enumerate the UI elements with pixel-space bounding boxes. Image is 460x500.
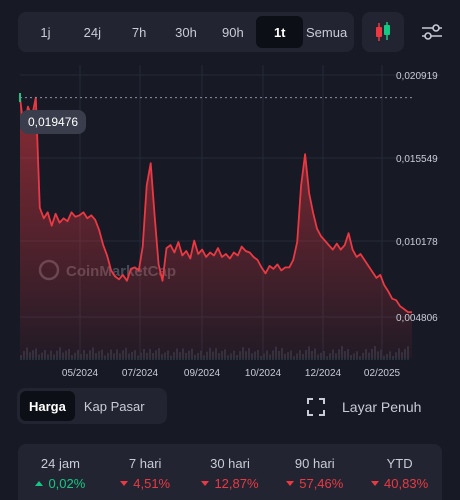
arrow-down-icon bbox=[201, 481, 210, 486]
range-7h-button[interactable]: 7h bbox=[131, 24, 147, 40]
range-semua-button[interactable]: Semua bbox=[305, 24, 348, 40]
range-24j-button[interactable]: 24j bbox=[83, 24, 101, 40]
y-tick-label: 0,010178 bbox=[396, 237, 438, 248]
y-tick-label: 0,004806 bbox=[396, 313, 438, 324]
range-1t-button[interactable]: 1t bbox=[256, 16, 304, 48]
x-tick-label: 02/2025 bbox=[364, 368, 401, 379]
stat-value-text: 57,46% bbox=[299, 476, 344, 491]
volume-bar bbox=[293, 356, 295, 360]
stat-value-text: 12,87% bbox=[214, 476, 259, 491]
stat-value: 0,02% bbox=[35, 476, 85, 491]
price-line bbox=[19, 96, 412, 313]
candlestick-icon bbox=[376, 22, 390, 41]
arrow-down-icon bbox=[286, 481, 295, 486]
price-area-fill bbox=[20, 97, 412, 358]
x-tick-label: 07/2024 bbox=[122, 368, 159, 379]
performance-stats: 24 jam 0,02% 7 hari 4,51% 30 hari 12,87%… bbox=[18, 444, 442, 500]
volume-bar bbox=[326, 356, 328, 360]
stat-label: 30 hari bbox=[210, 456, 250, 471]
stat-value: 12,87% bbox=[201, 476, 259, 491]
stat-24-jam: 24 jam 0,02% bbox=[18, 444, 103, 500]
range-1j-button[interactable]: 1j bbox=[40, 24, 51, 40]
chart-type-toggle: Harga Kap Pasar bbox=[17, 388, 167, 424]
stat-ytd: YTD 40,83% bbox=[357, 444, 442, 500]
stat-30-hari: 30 hari 12,87% bbox=[188, 444, 273, 500]
y-tick-label: 0,015549 bbox=[396, 154, 438, 165]
volume-bar bbox=[359, 356, 361, 360]
stat-value-text: 0,02% bbox=[48, 476, 86, 491]
stat-90-hari: 90 hari 57,46% bbox=[272, 444, 357, 500]
candlestick-toggle-button[interactable] bbox=[362, 12, 404, 52]
stat-value-text: 40,83% bbox=[384, 476, 429, 491]
sliders-icon bbox=[422, 24, 442, 40]
time-range-selector: 1j 24j 7h 30h 90h 1t Semua bbox=[18, 12, 354, 52]
x-tick-label: 12/2024 bbox=[305, 368, 342, 379]
chart-settings-button[interactable] bbox=[412, 12, 452, 52]
x-tick-label: 10/2024 bbox=[245, 368, 282, 379]
range-90h-button[interactable]: 90h bbox=[222, 24, 244, 40]
stat-label: YTD bbox=[386, 456, 413, 471]
price-chart[interactable]: CoinMarketCap 0,020919 0,015549 0,010178 0,… bbox=[0, 60, 460, 385]
x-tick-label: 09/2024 bbox=[184, 368, 221, 379]
stat-value-text: 4,51% bbox=[133, 476, 171, 491]
kap-pasar-toggle-button[interactable]: Kap Pasar bbox=[83, 398, 145, 414]
stat-7-hari: 7 hari 4,51% bbox=[103, 444, 188, 500]
stat-label: 7 hari bbox=[128, 456, 162, 471]
x-tick-label: 05/2024 bbox=[62, 368, 99, 379]
stat-label: 90 hari bbox=[294, 456, 335, 471]
expand-icon bbox=[307, 398, 325, 416]
stat-label: 24 jam bbox=[40, 456, 80, 471]
harga-toggle-button[interactable]: Harga bbox=[20, 391, 75, 421]
arrow-up-icon bbox=[35, 481, 44, 486]
fullscreen-button[interactable]: Layar Penuh bbox=[306, 392, 421, 422]
arrow-down-icon bbox=[120, 481, 129, 486]
arrow-down-icon bbox=[371, 481, 380, 486]
range-30h-button[interactable]: 30h bbox=[175, 24, 197, 40]
fullscreen-label: Layar Penuh bbox=[342, 399, 422, 415]
stat-value: 57,46% bbox=[286, 476, 343, 491]
y-tick-label: 0,020919 bbox=[396, 71, 438, 82]
stat-value: 4,51% bbox=[120, 476, 170, 491]
hover-price-badge: 0,019476 bbox=[20, 110, 87, 134]
stat-value: 40,83% bbox=[371, 476, 428, 491]
